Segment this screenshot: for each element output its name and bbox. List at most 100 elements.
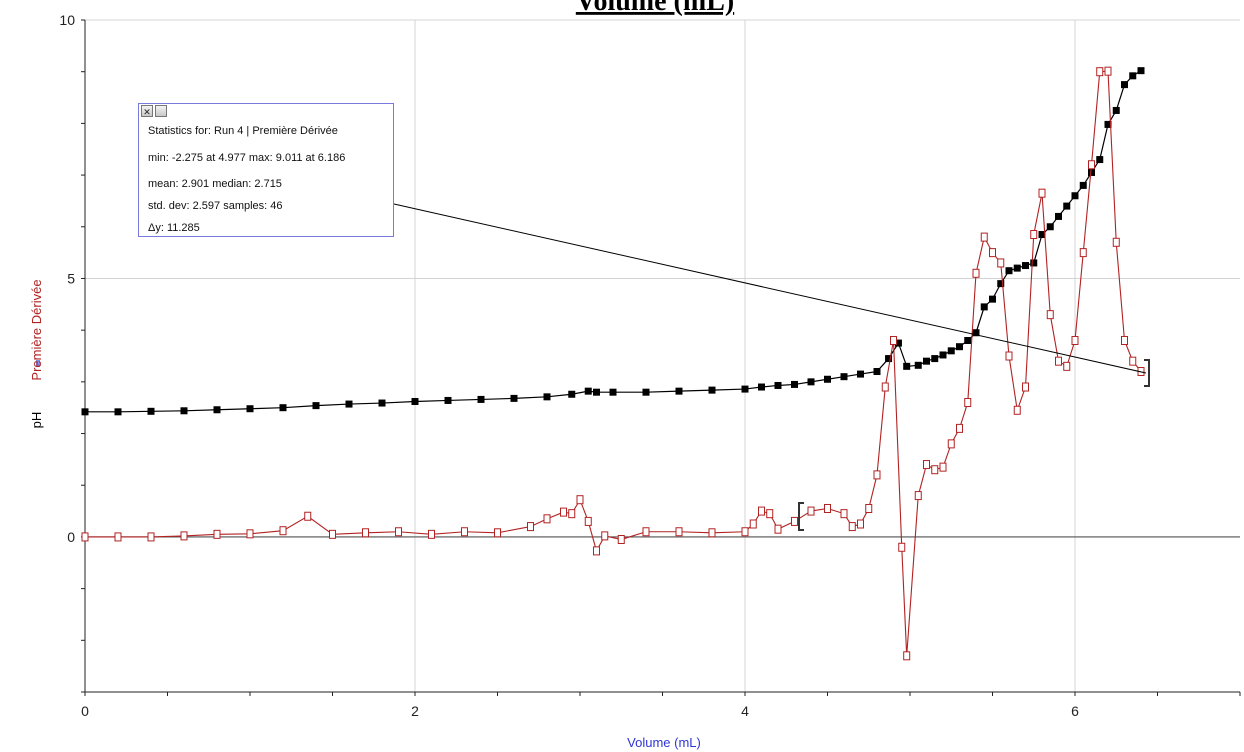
data-point (956, 423, 963, 433)
data-point (213, 406, 221, 414)
y-axis-label-derivative: Première Dérivée (29, 279, 44, 380)
data-point (1030, 230, 1038, 240)
x-tick-label: 4 (741, 703, 749, 719)
data-point (1104, 66, 1112, 76)
data-point (1071, 192, 1079, 200)
data-point (873, 368, 881, 376)
data-point (1022, 262, 1029, 270)
data-point (593, 546, 600, 556)
data-point (279, 526, 287, 536)
data-point (675, 527, 683, 537)
data-point (903, 362, 911, 370)
data-point (395, 527, 402, 537)
data-point (642, 388, 650, 396)
data-point (1055, 212, 1062, 220)
data-point (617, 535, 625, 545)
data-point (824, 375, 831, 383)
options-icon[interactable] (155, 105, 167, 117)
data-point (1104, 120, 1112, 128)
data-point (601, 531, 609, 541)
data-point (1112, 237, 1120, 247)
statistics-panel[interactable]: ✕ Statistics for: Run 4 | Première Dériv… (138, 103, 394, 237)
data-point (840, 509, 848, 519)
y-tick-label: 0 (67, 529, 75, 545)
data-point (213, 529, 221, 539)
data-point (947, 347, 955, 355)
axis-selector-icon (36, 360, 40, 367)
data-point (1046, 223, 1054, 231)
data-point (568, 509, 576, 519)
data-point (972, 268, 980, 278)
data-point (642, 527, 650, 537)
data-point (1121, 335, 1128, 345)
data-point (1088, 160, 1095, 170)
data-point (345, 400, 353, 408)
data-point (1038, 188, 1046, 198)
data-point (444, 396, 452, 404)
y-tick-label: 10 (59, 12, 75, 28)
data-point (923, 357, 930, 365)
data-point (1096, 156, 1104, 164)
data-point (857, 370, 864, 378)
data-point (147, 407, 155, 415)
data-point (584, 516, 592, 526)
data-point (1071, 335, 1079, 345)
data-point (1005, 351, 1013, 361)
x-tick-label: 2 (411, 703, 419, 719)
data-point (1121, 81, 1128, 89)
data-point (1055, 356, 1062, 366)
data-point (1088, 168, 1095, 176)
data-point (527, 522, 534, 532)
data-point (807, 378, 815, 386)
axes (81, 19, 1241, 696)
x-axis-label: Volume (mL) (627, 735, 701, 750)
data-point (1129, 72, 1137, 80)
data-point (931, 355, 939, 363)
data-point (865, 503, 873, 513)
data-point (1013, 264, 1021, 272)
data-point (989, 295, 996, 303)
data-point (914, 491, 922, 501)
data-point (947, 439, 955, 449)
data-point (980, 303, 988, 311)
tick-labels: 0 2 4 6 10 5 0 (59, 12, 1079, 719)
data-point (939, 462, 947, 472)
close-icon[interactable]: ✕ (141, 105, 153, 117)
x-tick-label: 0 (81, 703, 89, 719)
data-point (989, 248, 996, 258)
data-point (774, 381, 782, 389)
data-point (848, 522, 856, 532)
data-point (791, 380, 798, 388)
y-axis-label-ph: pH (29, 412, 44, 429)
data-point (378, 399, 386, 407)
data-point (939, 351, 947, 359)
data-point (972, 329, 980, 337)
stats-leader-line (393, 203, 1147, 374)
data-point (362, 528, 369, 538)
data-point (114, 408, 122, 416)
series-layer[interactable] (81, 66, 1145, 661)
data-point (246, 529, 254, 539)
data-point (903, 651, 911, 661)
data-point (708, 528, 716, 538)
data-point (1046, 310, 1054, 320)
data-point (840, 373, 848, 381)
data-point (749, 519, 757, 529)
data-point (997, 280, 1005, 288)
data-point (741, 527, 749, 537)
data-point (180, 531, 188, 541)
stats-header: Statistics for: Run 4 | Première Dérivée (148, 125, 338, 137)
stats-mean-median: mean: 2.901 median: 2.715 (148, 178, 282, 190)
data-point (1079, 181, 1087, 189)
series-ph (81, 67, 1145, 416)
stats-delta-y: Δy: 11.285 (148, 222, 200, 234)
chart-title: Volume (mL) (576, 0, 734, 17)
data-point (741, 385, 749, 393)
data-point (477, 395, 485, 403)
data-point (675, 387, 683, 395)
data-point (560, 507, 567, 517)
data-point (791, 516, 798, 526)
data-point (890, 335, 897, 345)
data-point (1038, 231, 1046, 239)
data-point (758, 506, 765, 516)
